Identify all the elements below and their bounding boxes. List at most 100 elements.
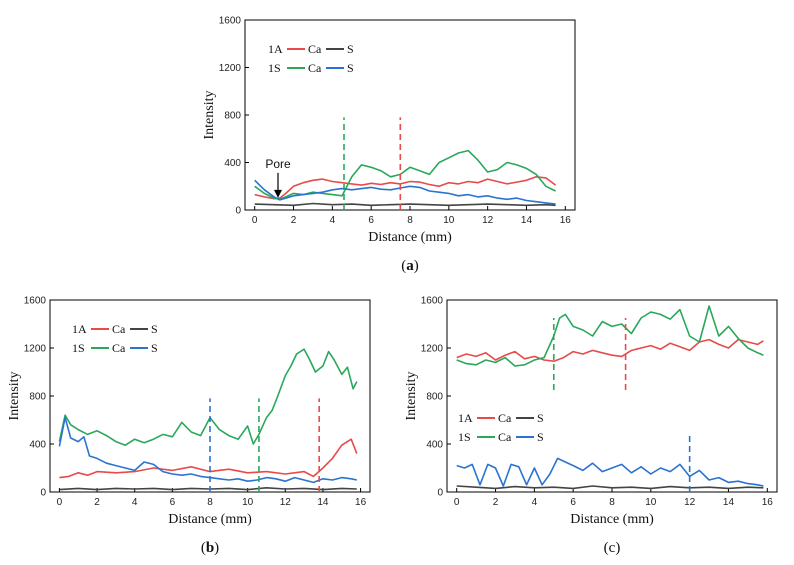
legend: 1A Ca S 1S Ca S xyxy=(268,42,354,75)
marker-group xyxy=(209,398,320,492)
x-tick-label: 2 xyxy=(291,215,297,226)
legend-sample-1s: 1S xyxy=(458,430,471,444)
caption-open: ( xyxy=(604,540,609,556)
x-tick-label: 16 xyxy=(762,497,774,508)
pore-annotation: Pore xyxy=(265,157,291,198)
legend-ca-1s: Ca xyxy=(498,430,512,444)
y-axis-label: Intensity xyxy=(404,372,419,421)
caption-letter: c xyxy=(609,540,616,556)
legend: 1A Ca S 1S Ca S xyxy=(72,322,158,355)
legend-s-1s: S xyxy=(537,430,544,444)
legend-sample-1s: 1S xyxy=(72,341,85,355)
caption-close: ) xyxy=(214,540,219,556)
legend-ca-1s: Ca xyxy=(308,61,322,75)
series-line-s_1a xyxy=(254,202,556,207)
y-axis-label: Intensity xyxy=(202,91,217,140)
y-tick-label: 400 xyxy=(29,440,46,451)
series-line-ca_1a xyxy=(254,176,557,200)
x-tick-label: 0 xyxy=(252,215,258,226)
plot-frame xyxy=(446,299,778,493)
x-tick-label: 8 xyxy=(407,215,413,226)
x-tick-label: 2 xyxy=(493,497,499,508)
legend-ca-1a: Ca xyxy=(308,42,322,56)
series-line-s_1s xyxy=(58,416,357,484)
x-axis-label: Distance (mm) xyxy=(368,230,452,245)
caption-close: ) xyxy=(414,258,419,274)
x-tick-label: 4 xyxy=(330,215,336,226)
x-tick-label: 16 xyxy=(355,497,367,508)
y-axis-label: Intensity xyxy=(7,372,22,421)
legend-s-1a: S xyxy=(151,322,158,336)
legend-sample-1a: 1A xyxy=(458,411,473,425)
legend-ca-1a: Ca xyxy=(112,322,126,336)
y-tick-label: 800 xyxy=(224,111,241,122)
y-tick-label: 0 xyxy=(235,206,241,217)
y-tick-label: 400 xyxy=(426,440,443,451)
x-axis-label: Distance (mm) xyxy=(570,512,654,527)
x-tick-label: 6 xyxy=(170,497,176,508)
x-tick-label: 4 xyxy=(532,497,538,508)
x-tick-label: 0 xyxy=(454,497,460,508)
panel-caption-a: (a) xyxy=(401,258,419,274)
panel-caption-c: (c) xyxy=(604,540,621,556)
legend-sample-1s: 1S xyxy=(268,61,281,75)
x-tick-label: 14 xyxy=(521,215,533,226)
y-tick-label: 800 xyxy=(29,392,46,403)
y-tick-label: 0 xyxy=(437,488,443,499)
legend-s-1s: S xyxy=(347,61,354,75)
panel-caption-b: (b) xyxy=(201,540,219,556)
x-tick-label: 10 xyxy=(242,497,254,508)
x-axis-ticks: 0 2 4 6 8 10 12 14 16 xyxy=(252,206,571,226)
x-tick-label: 16 xyxy=(560,215,572,226)
x-axis-ticks: 0 2 4 6 8 10 12 14 16 xyxy=(57,488,367,508)
legend: 1A Ca S 1S Ca S xyxy=(458,411,544,444)
caption-open: ( xyxy=(201,540,206,556)
series-line-s_1a xyxy=(456,485,764,490)
series-line-ca_1s xyxy=(254,149,556,201)
series-line-ca_1s xyxy=(58,348,358,447)
y-axis-ticks: 0 400 800 1200 1600 xyxy=(24,296,54,499)
x-tick-label: 14 xyxy=(723,497,735,508)
caption-letter: b xyxy=(206,540,214,556)
x-tick-label: 8 xyxy=(207,497,213,508)
series-line-ca_1a xyxy=(456,338,764,363)
marker-group xyxy=(343,117,402,210)
y-tick-label: 1600 xyxy=(24,296,47,307)
y-tick-label: 1600 xyxy=(219,16,242,27)
legend-s-1s: S xyxy=(151,341,158,355)
x-tick-label: 10 xyxy=(645,497,657,508)
legend-s-1a: S xyxy=(347,42,354,56)
caption-letter: a xyxy=(406,258,414,274)
y-tick-label: 400 xyxy=(224,158,241,169)
x-axis-ticks: 0 2 4 6 8 10 12 14 16 xyxy=(454,488,773,508)
x-tick-label: 0 xyxy=(57,497,63,508)
pore-arrowhead-icon xyxy=(274,189,282,198)
y-tick-label: 0 xyxy=(40,488,46,499)
x-tick-label: 6 xyxy=(368,215,374,226)
marker-group xyxy=(552,318,691,492)
x-tick-label: 12 xyxy=(482,215,494,226)
series-line-ca_1s xyxy=(456,305,764,367)
y-tick-label: 1600 xyxy=(421,296,444,307)
x-tick-label: 8 xyxy=(609,497,615,508)
pore-label: Pore xyxy=(265,157,291,171)
legend-sample-1a: 1A xyxy=(268,42,283,56)
legend-ca-1a: Ca xyxy=(498,411,512,425)
series-line-ca_1a xyxy=(59,438,358,479)
legend-ca-1s: Ca xyxy=(112,341,126,355)
series-group xyxy=(58,348,358,491)
caption-close: ) xyxy=(615,540,620,556)
legend-s-1a: S xyxy=(537,411,544,425)
y-tick-label: 1200 xyxy=(421,344,444,355)
x-axis-label: Distance (mm) xyxy=(168,512,252,527)
series-group xyxy=(254,149,557,207)
x-tick-label: 4 xyxy=(132,497,138,508)
x-tick-label: 2 xyxy=(94,497,100,508)
series-line-s_1s xyxy=(456,457,764,487)
y-tick-label: 1200 xyxy=(219,63,242,74)
y-tick-label: 1200 xyxy=(24,344,47,355)
